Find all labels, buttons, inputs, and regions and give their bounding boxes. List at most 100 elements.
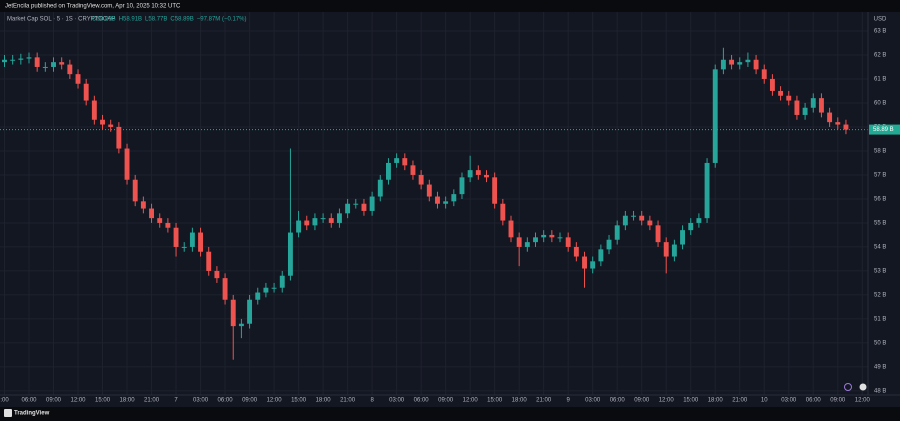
candle-body <box>361 203 367 211</box>
candle-body <box>108 124 114 127</box>
legend-value: H58.91B <box>119 17 142 23</box>
icon[interactable] <box>844 383 852 391</box>
x-tick-label: 06:00 <box>414 398 430 404</box>
candle-body <box>312 218 318 226</box>
candle-body <box>533 237 538 243</box>
y-tick-label: 61 B <box>874 77 886 83</box>
candle-body <box>639 215 645 221</box>
x-tick-label: 12:00 <box>71 398 87 404</box>
x-tick-label: 8 <box>370 398 374 404</box>
candle-body <box>91 100 97 120</box>
x-tick-label: 12:00 <box>855 398 871 404</box>
candle-body <box>769 78 775 91</box>
candle-body <box>255 292 261 300</box>
candle-body <box>729 59 735 65</box>
candle-body <box>320 218 326 220</box>
candle-body <box>279 275 285 288</box>
candle-body <box>810 98 816 108</box>
x-tick-label: 21:00 <box>340 398 356 404</box>
brand: TradingView <box>14 411 50 417</box>
candle-body <box>565 237 571 247</box>
icon[interactable] <box>859 383 867 391</box>
x-tick-label: 12:00 <box>463 398 479 404</box>
candle-body <box>394 158 400 163</box>
x-tick-label: 09:00 <box>438 398 454 404</box>
candle-body <box>230 299 236 327</box>
x-tick-label: 09:00 <box>242 398 258 404</box>
legend-value: C58.89B <box>170 17 193 23</box>
x-tick-label: 21:00 <box>144 398 160 404</box>
x-tick-label: 12:00 <box>267 398 283 404</box>
x-tick-label: 03:00 <box>585 398 601 404</box>
x-tick-label: 15:00 <box>487 398 503 404</box>
y-tick-label: 63 B <box>874 29 886 35</box>
y-tick-label: 53 B <box>874 269 886 275</box>
candle-body <box>34 57 40 67</box>
x-tick-label: 18:00 <box>316 398 332 404</box>
candle-body <box>590 261 596 269</box>
candle-body <box>827 112 833 123</box>
candle-body <box>606 239 612 250</box>
ohlc-legend: O58.89B H58.91B L58.77B C58.89B −97.87M (−0.… <box>92 17 246 23</box>
candle-body <box>83 83 89 101</box>
candle-body <box>704 162 710 219</box>
y-tick-label: 48 B <box>874 388 886 394</box>
y-tick-label: 62 B <box>874 53 886 59</box>
candle-body <box>67 64 73 75</box>
candle-body <box>377 179 383 197</box>
candle-body <box>165 222 171 228</box>
candle-body <box>688 222 694 231</box>
x-tick-label: 10 <box>761 398 768 404</box>
y-tick-label: 49 B <box>874 365 886 371</box>
candle-body <box>124 148 130 180</box>
candle-body <box>59 62 65 65</box>
candle-body <box>500 203 506 221</box>
candle-body <box>443 201 449 204</box>
x-tick-label: 21:00 <box>732 398 748 404</box>
price-axis <box>868 12 900 407</box>
axis-labels: 48 B 49 B 50 B 51 B 52 B 53 B 54 B 55 B 56 B 57 B… <box>0 29 900 404</box>
candle-body <box>287 232 293 276</box>
x-tick-label: 18:00 <box>120 398 136 404</box>
currency: USD <box>874 17 887 23</box>
x-tick-label: 21:00 <box>536 398 552 404</box>
candle-body <box>794 100 800 115</box>
candle-body <box>304 220 310 226</box>
candle-body <box>353 203 359 205</box>
candle-body <box>459 177 465 195</box>
candle-body <box>10 59 16 61</box>
candle-body <box>484 174 489 178</box>
candles <box>0 47 868 360</box>
legend-value: L58.77B <box>145 17 167 23</box>
candle-body <box>386 162 391 180</box>
candle-body <box>189 232 195 247</box>
x-tick-label: 06:00 <box>21 398 37 404</box>
candle-body <box>173 227 179 247</box>
candle-body <box>631 215 636 217</box>
candle-body <box>42 66 48 68</box>
x-tick-label: 06:00 <box>218 398 234 404</box>
candle-body <box>198 232 204 252</box>
x-tick-label: 03:00 <box>389 398 405 404</box>
x-tick-label: 09:00 <box>634 398 650 404</box>
candle-body <box>271 287 277 289</box>
candle-body <box>157 218 163 223</box>
candle-body <box>582 256 587 269</box>
candle-body <box>451 194 457 202</box>
logo <box>4 409 12 417</box>
candle-body <box>647 220 653 226</box>
candle-body <box>75 74 81 84</box>
x-tick-label: 12:00 <box>659 398 675 404</box>
candle-body <box>541 234 547 238</box>
candle-body <box>778 90 784 96</box>
x-tick-label: :00 <box>0 398 9 404</box>
candle-body <box>835 122 841 125</box>
candle-body <box>614 225 620 240</box>
candle-body <box>557 237 563 239</box>
candle-body <box>181 246 187 248</box>
candle-body <box>435 196 440 204</box>
grid <box>0 12 868 395</box>
x-tick-label: 06:00 <box>806 398 822 404</box>
